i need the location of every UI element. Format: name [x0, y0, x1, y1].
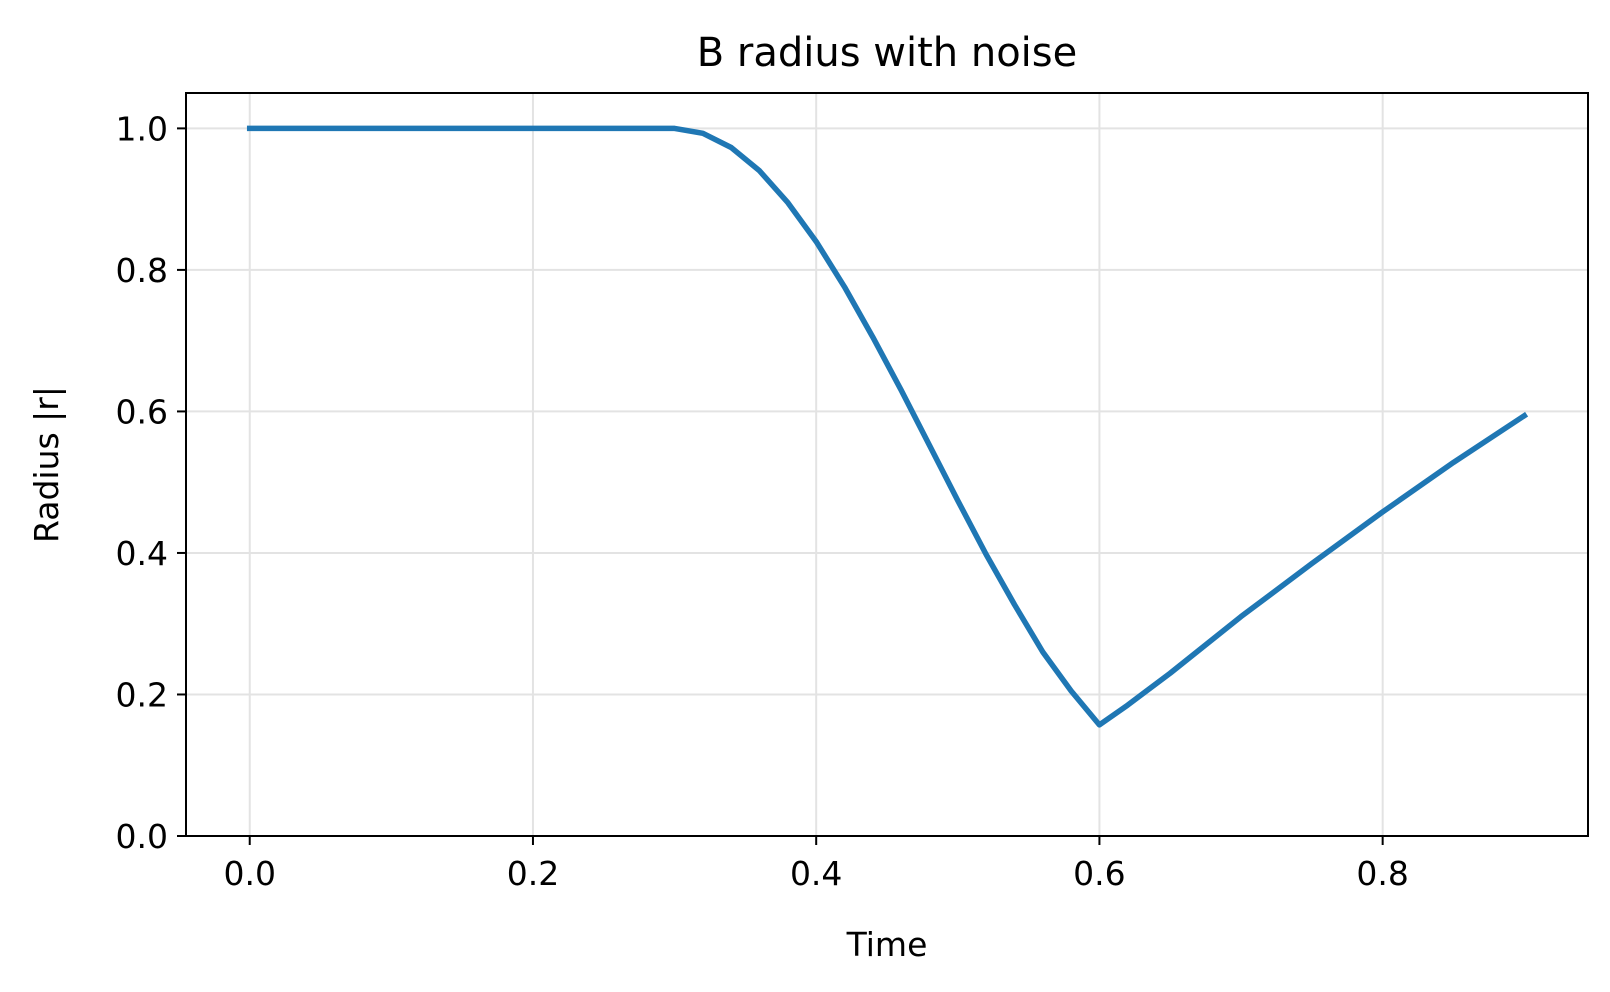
series-line-0: [246, 125, 1529, 728]
x-tick-label-3: 0.6: [1073, 854, 1125, 893]
y-tick-label-0: 0.0: [116, 817, 168, 856]
y-tick-label-3: 0.6: [116, 392, 168, 431]
x-tick-label-0: 0.0: [223, 854, 275, 893]
x-axis-label: Time: [846, 925, 928, 964]
y-axis-ticks: 0.0 0.2 0.4 0.6 0.8 1.0: [116, 109, 186, 856]
y-tick-label-5: 1.0: [116, 109, 168, 148]
x-tick-label-2: 0.4: [790, 854, 842, 893]
series-layer: [246, 125, 1529, 728]
chart-title: B radius with noise: [697, 30, 1078, 76]
y-tick-label-4: 0.8: [116, 251, 168, 290]
grid: [186, 93, 1588, 837]
plot-frame: [185, 92, 1589, 837]
y-tick-label-1: 0.2: [116, 675, 168, 714]
x-tick-label-4: 0.8: [1356, 854, 1408, 893]
y-axis-label: Radius |r|: [27, 386, 66, 543]
x-axis-ticks: 0.0 0.2 0.4 0.6 0.8: [223, 836, 1409, 893]
y-tick-label-2: 0.4: [116, 534, 168, 573]
x-tick-label-1: 0.2: [507, 854, 559, 893]
